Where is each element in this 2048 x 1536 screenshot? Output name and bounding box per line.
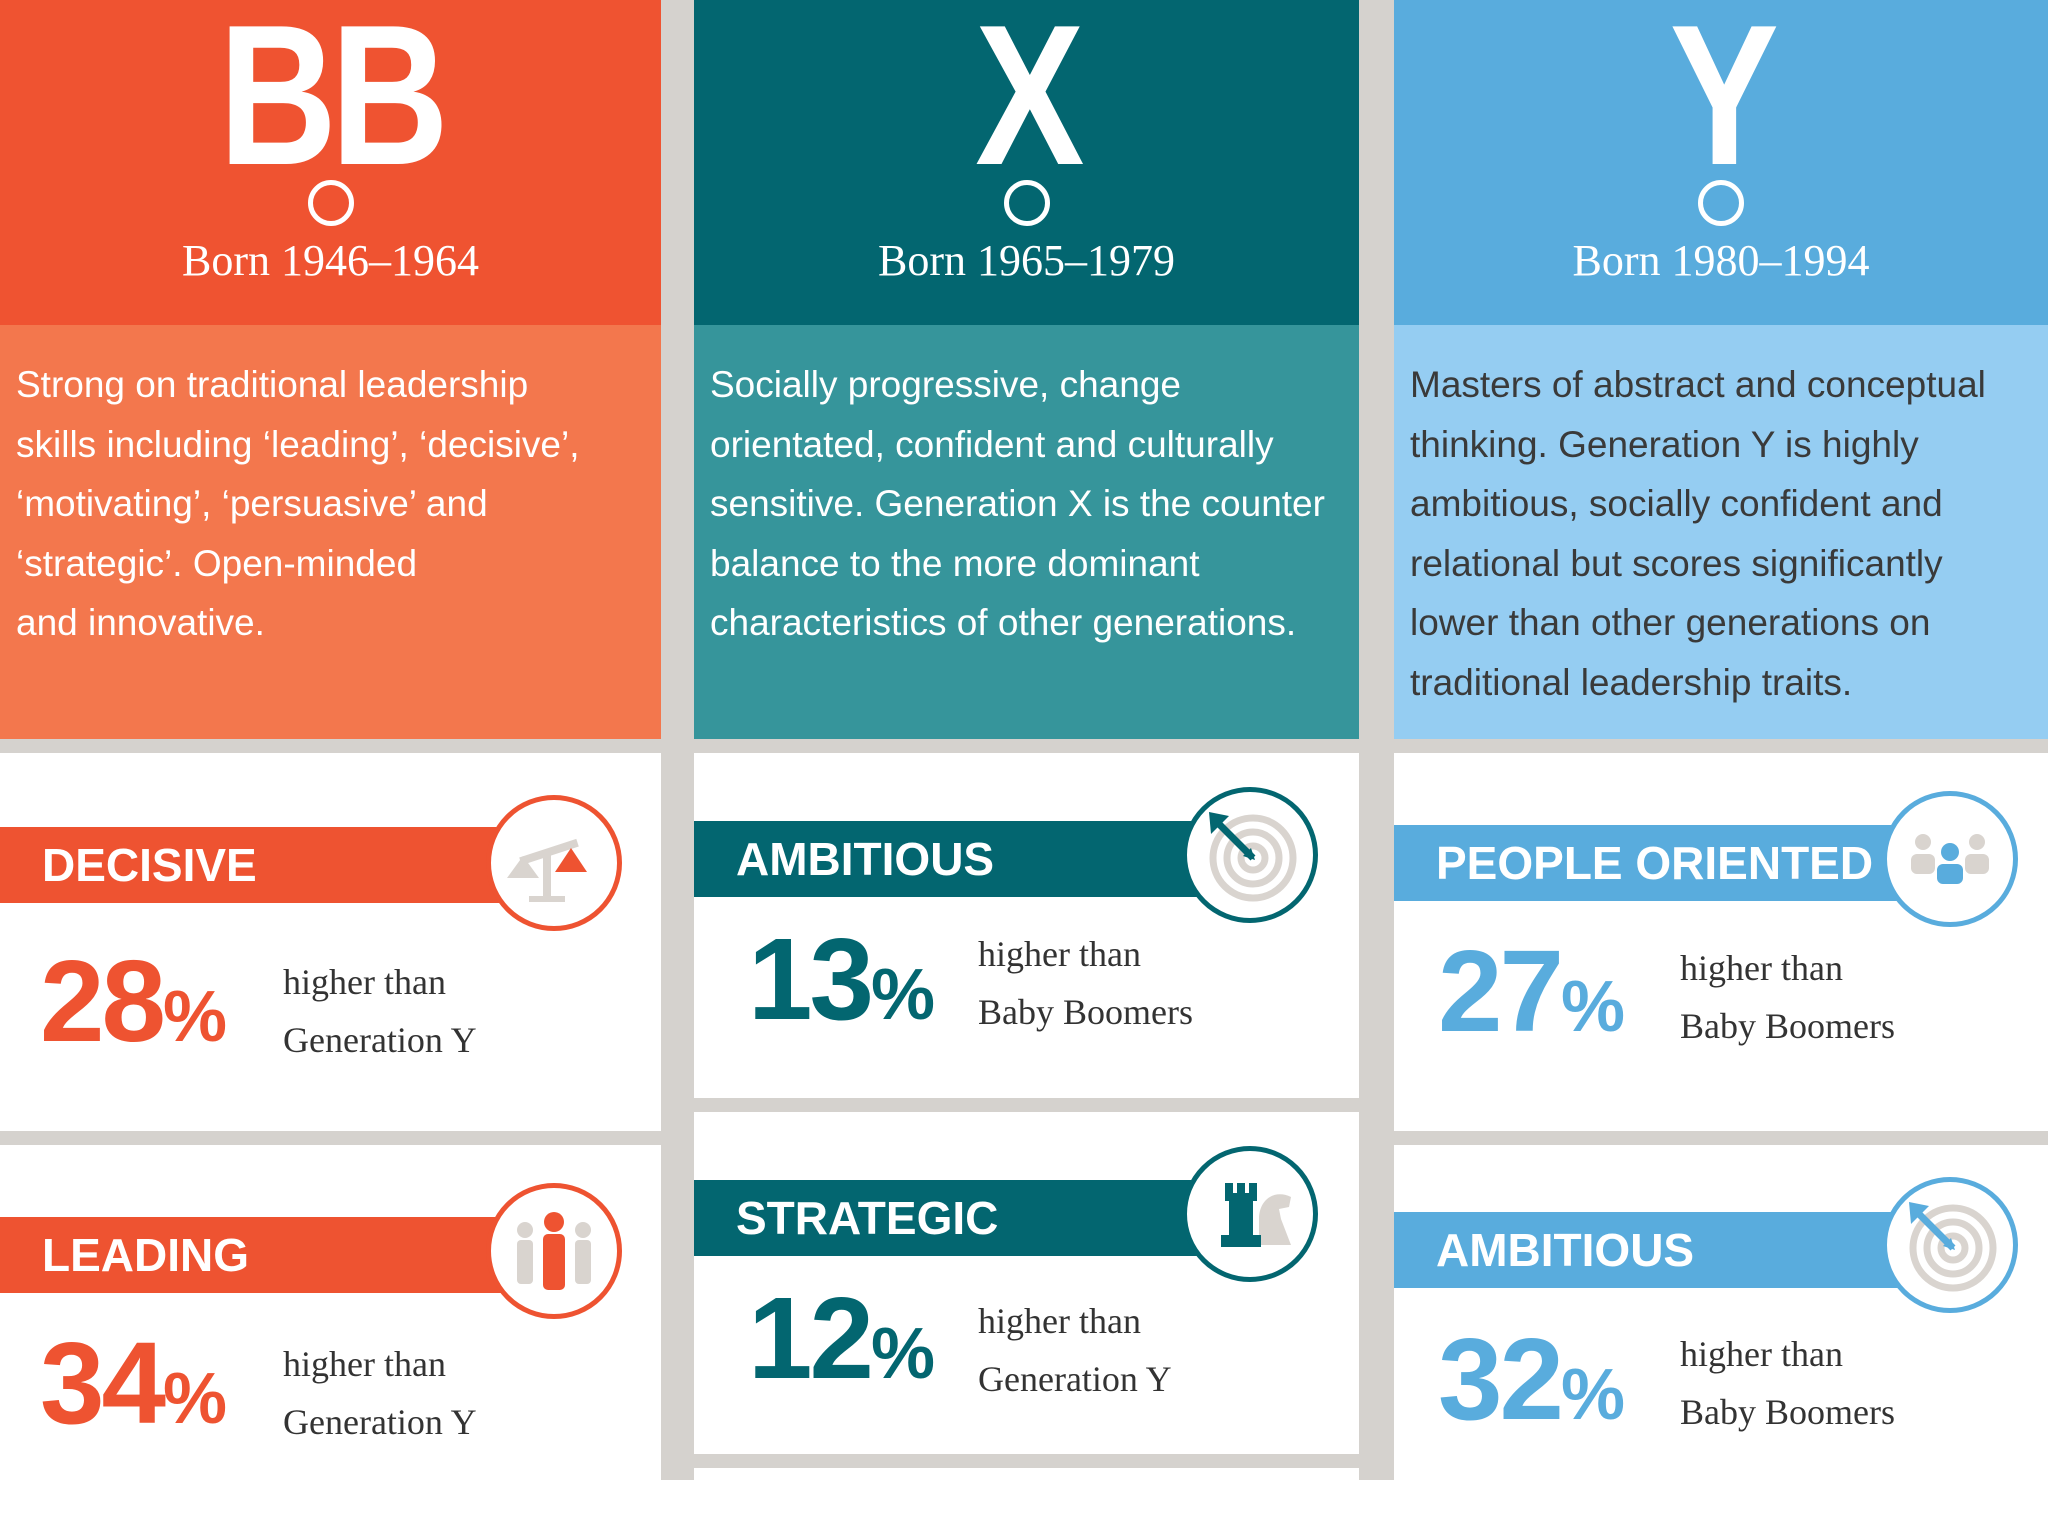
generation-column-x: X Born 1965–1979 Socially progressive, c…: [694, 0, 1359, 1536]
description-line: Socially progressive, change: [710, 364, 1181, 405]
group-icon: [1882, 791, 2018, 927]
description-line: orientated, confident and culturally: [710, 423, 1274, 465]
comparison-group: Baby Boomers: [1680, 1006, 1895, 1046]
percent-sign: %: [1561, 967, 1626, 1047]
comparison-group: Generation Y: [978, 1359, 1172, 1399]
percentage-value: 13: [748, 914, 874, 1044]
generation-header: Y Born 1980–1994: [1394, 0, 2048, 325]
description-line: thinking. Generation Y is highly: [1410, 423, 1919, 465]
trait-card: AMBITIOUS 13% higher than Baby Boomers: [694, 753, 1359, 1098]
trait-label: AMBITIOUS: [1394, 1212, 1914, 1288]
comparison-group: Baby Boomers: [978, 992, 1193, 1032]
generation-letter: Y: [1669, 0, 1779, 207]
circle-marker-icon: [1698, 180, 1744, 226]
percentage-value: 34: [40, 1318, 166, 1448]
trait-card: PEOPLE ORIENTED 27% higher than Baby Boo…: [1394, 753, 2048, 1131]
trait-percentage: 34%: [40, 1325, 227, 1457]
generation-description: Socially progressive, change orientated,…: [694, 325, 1359, 739]
comparison-group: Generation Y: [283, 1402, 477, 1442]
percentage-value: 27: [1438, 926, 1564, 1056]
birth-years: Born 1946–1964: [182, 236, 479, 285]
column-divider: [1359, 0, 1394, 1480]
trait-label: DECISIVE: [0, 827, 540, 903]
description-line: relational but scores significantly: [1410, 542, 1943, 584]
generation-header: X Born 1965–1979: [694, 0, 1359, 325]
trait-percentage: 28%: [40, 943, 227, 1075]
section-divider: [694, 1454, 1359, 1468]
percent-sign: %: [871, 1314, 936, 1394]
trait-label: STRATEGIC: [694, 1180, 1234, 1256]
description-line: ‘motivating’, ‘persuasive’ and: [16, 483, 488, 524]
generation-header: BB Born 1946–1964: [0, 0, 661, 325]
percentage-value: 12: [748, 1273, 874, 1403]
description-line: balance to the more dominant: [710, 542, 1200, 584]
trait-comparison: higher than Baby Boomers: [1680, 939, 1895, 1055]
chess-icon: [1182, 1146, 1318, 1282]
people-leader-icon: [486, 1183, 622, 1319]
description-line: Strong on traditional leadership: [16, 364, 529, 405]
trait-comparison: higher than Generation Y: [283, 1335, 477, 1451]
target-arrow-icon: [1882, 1177, 2018, 1313]
generation-column-baby-boomers: BB Born 1946–1964 Strong on traditional …: [0, 0, 661, 1536]
section-divider: [694, 739, 1359, 753]
trait-card: DECISIVE 28% higher than Generation Y: [0, 753, 661, 1131]
generation-column-y: Y Born 1980–1994 Masters of abstract and…: [1394, 0, 2048, 1536]
trait-card: LEADING 34% higher than Generation Y: [0, 1145, 661, 1481]
circle-marker-icon: [307, 180, 354, 226]
birth-years: Born 1965–1979: [878, 236, 1175, 285]
comparison-text: higher than: [978, 1301, 1141, 1341]
trait-percentage: 27%: [1438, 933, 1625, 1065]
comparison-group: Baby Boomers: [1680, 1392, 1895, 1432]
comparison-group: Generation Y: [283, 1020, 477, 1060]
circle-marker-icon: [1003, 180, 1050, 226]
trait-label: PEOPLE ORIENTED: [1394, 825, 1914, 901]
percent-sign: %: [1561, 1355, 1626, 1435]
description-line: sensitive. Generation X is the counter: [710, 483, 1325, 524]
scales-icon: [486, 795, 622, 931]
trait-label: LEADING: [0, 1217, 540, 1293]
percentage-value: 32: [1438, 1314, 1564, 1444]
description-line: traditional leadership traits.: [1410, 661, 1853, 703]
trait-comparison: higher than Generation Y: [283, 953, 477, 1069]
percent-sign: %: [163, 1359, 228, 1439]
comparison-text: higher than: [1680, 1334, 1843, 1374]
description-line: Masters of abstract and conceptual: [1410, 364, 1986, 405]
comparison-text: higher than: [978, 934, 1141, 974]
generation-letter: BB: [218, 0, 449, 207]
description-line: and innovative.: [16, 602, 265, 643]
section-divider: [0, 739, 661, 753]
section-divider: [694, 1098, 1359, 1112]
generation-description: Masters of abstract and conceptual think…: [1394, 325, 2048, 739]
target-arrow-icon: [1182, 787, 1318, 923]
description-line: ambitious, socially confident and: [1410, 483, 1943, 524]
trait-comparison: higher than Baby Boomers: [978, 925, 1193, 1041]
description-line: lower than other generations on: [1410, 602, 1931, 643]
trait-percentage: 12%: [748, 1280, 935, 1412]
generation-description: Strong on traditional leadership skills …: [0, 325, 661, 739]
trait-comparison: higher than Generation Y: [978, 1292, 1172, 1408]
percent-sign: %: [163, 977, 228, 1057]
column-divider: [661, 0, 694, 1480]
comparison-text: higher than: [1680, 948, 1843, 988]
birth-years: Born 1980–1994: [1572, 236, 1870, 285]
trait-card: AMBITIOUS 32% higher than Baby Boomers: [1394, 1145, 2048, 1481]
trait-label: AMBITIOUS: [694, 821, 1234, 897]
description-line: ‘strategic’. Open-minded: [16, 542, 418, 584]
section-divider: [1394, 739, 2048, 753]
trait-card: STRATEGIC 12% higher than Generation Y: [694, 1112, 1359, 1454]
trait-percentage: 32%: [1438, 1321, 1625, 1453]
comparison-text: higher than: [283, 962, 446, 1002]
percentage-value: 28: [40, 936, 166, 1066]
trait-percentage: 13%: [748, 921, 935, 1053]
section-divider: [1394, 1131, 2048, 1145]
description-line: characteristics of other generations.: [710, 602, 1297, 643]
comparison-text: higher than: [283, 1344, 446, 1384]
section-divider: [0, 1131, 661, 1145]
trait-comparison: higher than Baby Boomers: [1680, 1325, 1895, 1441]
generation-letter: X: [975, 0, 1084, 207]
description-line: skills including ‘leading’, ‘decisive’,: [16, 423, 580, 465]
percent-sign: %: [871, 955, 936, 1035]
